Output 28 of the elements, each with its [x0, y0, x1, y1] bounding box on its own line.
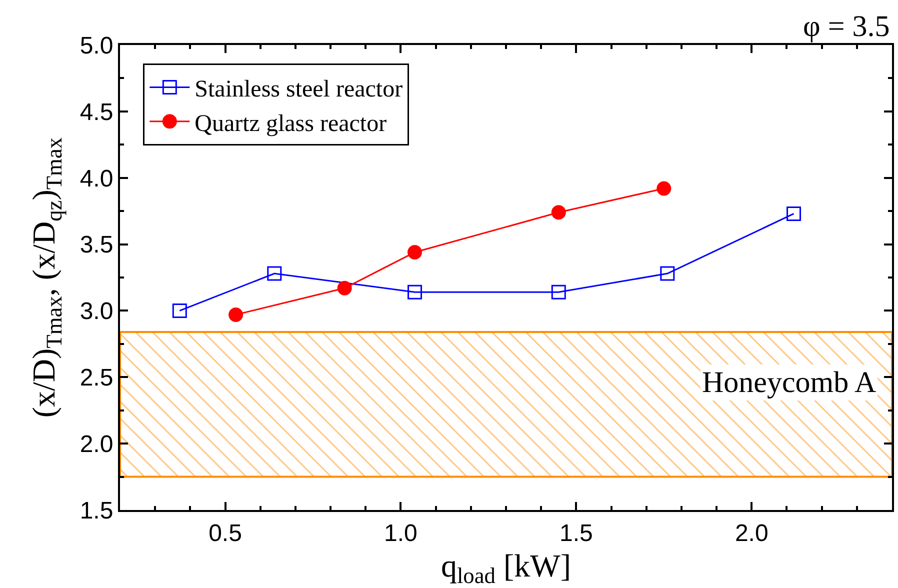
x-axis-title: q$_{load}$ [kW] [440, 547, 572, 588]
y-tick-label: 4.5 [80, 98, 114, 126]
text: φ = 3.5 [803, 10, 890, 43]
point [786, 206, 801, 221]
point [660, 266, 675, 281]
point [656, 181, 672, 196]
x-tick-label: 0.5 [208, 520, 242, 547]
legend-label: Quartz glass reactor [194, 110, 387, 137]
legend-label: Stainless steel reactor [194, 76, 403, 103]
y-tick-label: 3.0 [80, 298, 114, 326]
band-label: Honeycomb A [702, 366, 876, 399]
y-tick-label: 3.5 [80, 232, 114, 259]
x-tick-label: 1.5 [559, 520, 593, 547]
y-tick-label: 2.0 [80, 430, 114, 458]
point [172, 303, 187, 318]
point [267, 266, 282, 281]
x-tick-label: 1.0 [384, 520, 418, 547]
y-tick-label: 2.5 [80, 364, 114, 392]
y-tick-label: 4.0 [80, 165, 114, 192]
point [337, 280, 352, 296]
point [228, 307, 244, 322]
y-tick-label: 5.0 [80, 32, 114, 60]
point [551, 284, 566, 300]
point [551, 205, 566, 220]
point [408, 284, 422, 300]
x-tick-label: 2.0 [734, 520, 768, 547]
point [408, 245, 422, 260]
y-tick-label: 1.5 [80, 497, 114, 524]
